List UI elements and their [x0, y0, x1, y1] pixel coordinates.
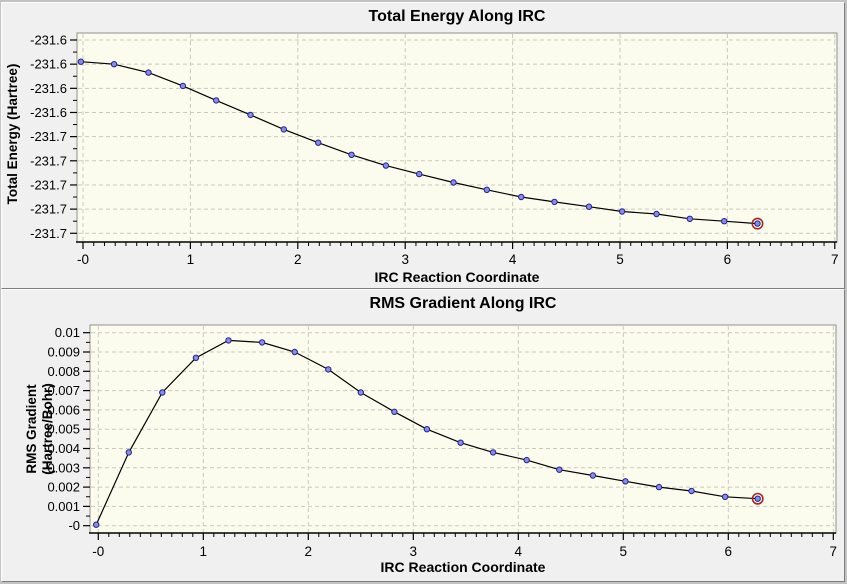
data-point[interactable]: [653, 210, 660, 218]
x-tick-label: 5: [620, 544, 628, 559]
x-tick-label: -0: [77, 252, 89, 267]
y-tick-label: 0.001: [47, 499, 80, 514]
x-tick-label: 1: [200, 544, 208, 559]
gradient-chart-title: RMS Gradient Along IRC: [369, 295, 557, 312]
energy-chart-plot[interactable]: -231.6 -231.6 -231.6 -231.6 -231.7 -231.7 -231…: [2, 3, 844, 288]
data-point[interactable]: [622, 478, 629, 485]
data-point[interactable]: [93, 521, 100, 528]
data-point[interactable]: [247, 111, 254, 119]
x-tick-label: 4: [515, 544, 523, 559]
data-point[interactable]: [125, 449, 133, 456]
selected-point-ring: [751, 492, 764, 505]
data-point[interactable]: [416, 170, 423, 178]
y-tick-label: 0.003: [47, 460, 80, 475]
data-point[interactable]: [721, 493, 729, 501]
y-tick-label: -231.7: [30, 202, 67, 217]
x-tick-label: 3: [401, 252, 409, 267]
x-tick-label: 7: [830, 544, 838, 559]
data-point[interactable]: [450, 179, 457, 186]
data-point[interactable]: [325, 366, 332, 373]
gradient-chart-panel: RMS Gradient Along IRC RMS Gradient (Har…: [1, 289, 845, 582]
data-point[interactable]: [315, 139, 322, 146]
x-tick-label: 2: [305, 544, 313, 559]
y-tick-label: 0.008: [47, 364, 80, 379]
data-point[interactable]: [280, 126, 287, 133]
data-point[interactable]: [754, 495, 761, 502]
energy-chart-panel: Total Energy Along IRC Total Energy (Har…: [1, 2, 845, 289]
data-point[interactable]: [618, 208, 626, 215]
y-tick-label: -0: [68, 518, 80, 533]
x-tick-label: 6: [725, 544, 733, 559]
x-tick-label: 7: [831, 252, 839, 267]
data-point[interactable]: [589, 472, 597, 479]
data-point[interactable]: [489, 449, 497, 456]
data-point[interactable]: [77, 58, 85, 65]
data-point[interactable]: [258, 339, 266, 346]
data-point[interactable]: [754, 220, 761, 227]
energy-chart-title: Total Energy Along IRC: [368, 8, 546, 25]
data-point[interactable]: [213, 97, 220, 104]
energy-xaxis-title: IRC Reaction Coordinate: [374, 269, 540, 285]
y-tick-label: 0.006: [47, 402, 80, 417]
data-point[interactable]: [457, 439, 464, 446]
y-tick-label: -231.7: [30, 226, 67, 241]
data-point[interactable]: [391, 408, 398, 416]
data-point[interactable]: [721, 218, 728, 225]
y-tick-label: 0.005: [47, 422, 80, 437]
data-point[interactable]: [585, 203, 593, 210]
x-tick-label: -0: [92, 544, 104, 559]
data-point[interactable]: [382, 162, 390, 169]
gradient-xaxis-title: IRC Reaction Coordinate: [380, 559, 546, 575]
x-tick-label: 4: [509, 252, 517, 267]
data-point[interactable]: [423, 426, 431, 433]
x-tick-label: 3: [410, 544, 418, 559]
selected-point-ring: [751, 217, 764, 230]
data-point[interactable]: [523, 456, 530, 464]
y-tick-label: 0.004: [47, 441, 80, 456]
data-point[interactable]: [348, 151, 355, 159]
data-point[interactable]: [556, 466, 563, 473]
data-point[interactable]: [518, 193, 525, 201]
x-tick-label: 1: [187, 252, 195, 267]
data-point[interactable]: [688, 487, 695, 495]
data-point[interactable]: [551, 198, 558, 206]
x-tick-label: 5: [616, 252, 624, 267]
y-tick-label: -231.6: [30, 33, 67, 48]
plot-area: [76, 32, 838, 243]
data-point[interactable]: [145, 69, 152, 76]
y-tick-label: -231.6: [30, 81, 67, 96]
data-point[interactable]: [483, 186, 490, 194]
data-point[interactable]: [110, 61, 118, 68]
y-tick-label: 0.01: [55, 325, 80, 340]
data-point[interactable]: [179, 82, 187, 90]
y-tick-label: 0.009: [47, 345, 80, 360]
y-tick-label: -231.7: [30, 129, 67, 144]
y-tick-label: -231.7: [30, 153, 67, 168]
x-tick-label: 6: [724, 252, 732, 267]
data-point[interactable]: [655, 483, 663, 491]
x-tick-label: 2: [294, 252, 302, 267]
y-tick-label: 0.007: [47, 383, 80, 398]
data-point[interactable]: [225, 337, 232, 344]
y-tick-label: 0.002: [47, 480, 80, 495]
data-point[interactable]: [192, 354, 200, 362]
data-point[interactable]: [159, 389, 166, 396]
gradient-chart-plot[interactable]: 0.01 0.009 0.008 0.007 0.006 0.005 0.004 0.003 0…: [2, 290, 844, 581]
y-tick-label: -231.6: [30, 105, 67, 120]
y-tick-label: -231.6: [30, 57, 67, 72]
y-tick-label: -231.7: [30, 177, 67, 192]
data-point[interactable]: [357, 389, 364, 396]
data-point[interactable]: [291, 348, 298, 356]
data-point[interactable]: [686, 215, 693, 223]
